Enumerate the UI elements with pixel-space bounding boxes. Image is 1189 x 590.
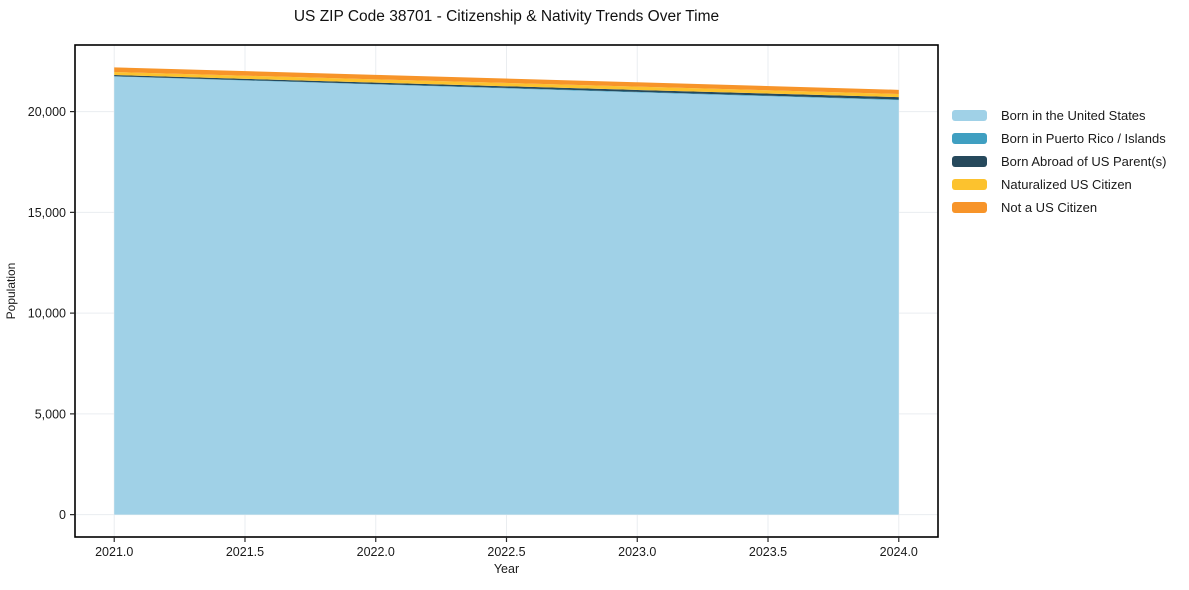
legend-swatch-born-pr-islands-icon	[952, 133, 987, 144]
x-axis-label: Year	[493, 562, 520, 576]
legend-item-born-pr-islands: Born in Puerto Rico / Islands	[952, 132, 1166, 145]
legend-item-born-abroad: Born Abroad of US Parent(s)	[952, 155, 1166, 168]
legend-label: Born in Puerto Rico / Islands	[1001, 131, 1166, 146]
x-tick-label: 2023.0	[618, 545, 656, 559]
legend-swatch-born-abroad-icon	[952, 156, 987, 167]
legend-label: Born Abroad of US Parent(s)	[1001, 154, 1167, 169]
area-series-0	[114, 76, 899, 515]
legend-swatch-not-citizen-icon	[952, 202, 987, 213]
y-axis-label: Population	[4, 262, 18, 320]
y-tick-label: 0	[59, 508, 66, 522]
x-tick-label: 2023.5	[749, 545, 787, 559]
legend-label: Naturalized US Citizen	[1001, 177, 1132, 192]
legend-item-naturalized: Naturalized US Citizen	[952, 178, 1166, 191]
legend-item-born-us: Born in the United States	[952, 109, 1166, 122]
legend-item-not-citizen: Not a US Citizen	[952, 201, 1166, 214]
y-tick-label: 5,000	[35, 407, 66, 421]
y-tick-label: 15,000	[28, 206, 66, 220]
legend-swatch-born-us-icon	[952, 110, 987, 121]
legend-label: Not a US Citizen	[1001, 200, 1098, 215]
x-tick-label: 2022.5	[487, 545, 525, 559]
x-tick-label: 2021.0	[95, 545, 133, 559]
y-tick-label: 10,000	[28, 307, 66, 321]
legend-swatch-naturalized-icon	[952, 179, 987, 190]
x-tick-label: 2024.0	[880, 545, 918, 559]
x-tick-label: 2022.0	[357, 545, 395, 559]
legend: Born in the United States Born in Puerto…	[952, 109, 1166, 224]
area-series-2	[114, 75, 899, 100]
area-series-3	[114, 72, 899, 98]
chart-title: US ZIP Code 38701 - Citizenship & Nativi…	[293, 8, 720, 25]
area-series-4	[114, 67, 899, 94]
y-tick-label: 20,000	[28, 105, 66, 119]
x-tick-label: 2021.5	[226, 545, 264, 559]
area-series-1	[114, 76, 899, 101]
legend-label: Born in the United States	[1001, 108, 1146, 123]
